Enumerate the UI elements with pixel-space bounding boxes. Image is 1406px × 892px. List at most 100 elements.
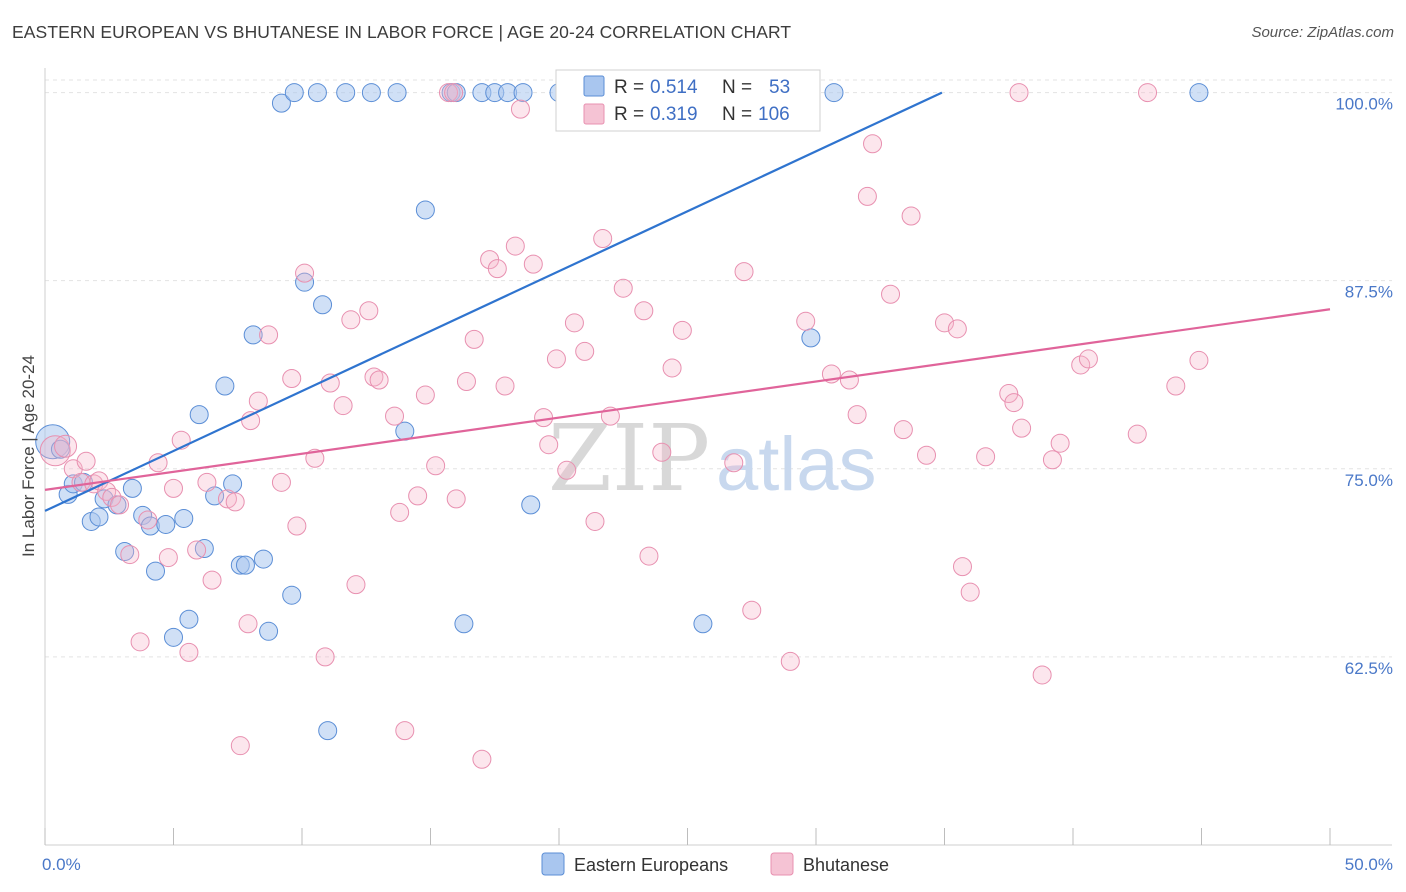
point-bhutanese bbox=[305, 448, 325, 468]
point-bhutanese bbox=[238, 614, 258, 634]
point-bhutanese bbox=[539, 435, 559, 455]
point-bhutanese bbox=[1009, 83, 1029, 103]
point-bhutanese bbox=[639, 546, 659, 566]
point-bhutanese bbox=[333, 396, 353, 416]
point-bhutanese bbox=[557, 460, 577, 480]
point-bhutanese bbox=[1050, 433, 1070, 453]
point-bhutanese bbox=[197, 472, 217, 492]
point-bhutanese bbox=[863, 134, 883, 154]
point-eastern-european bbox=[313, 295, 333, 315]
point-bhutanese bbox=[1071, 355, 1091, 375]
bottom-legend: Eastern Europeans Bhutanese bbox=[541, 852, 889, 876]
y-tick-label: 87.5% bbox=[1345, 283, 1393, 302]
legend-n-value-pink: 106 bbox=[758, 104, 790, 125]
trend-line-bhutanese bbox=[44, 308, 1331, 491]
legend-r-value-blue: 0.514 bbox=[650, 77, 698, 98]
point-bhutanese bbox=[523, 254, 543, 274]
x-tick-label-max: 50.0% bbox=[1345, 855, 1393, 874]
point-bhutanese bbox=[1042, 450, 1062, 470]
point-bhutanese bbox=[839, 370, 859, 390]
point-eastern-european bbox=[253, 549, 273, 569]
point-bhutanese bbox=[952, 557, 972, 577]
point-bhutanese bbox=[935, 313, 954, 333]
point-bhutanese bbox=[217, 489, 237, 509]
point-bhutanese bbox=[346, 575, 366, 595]
point-bhutanese bbox=[76, 451, 96, 471]
point-bhutanese bbox=[202, 570, 222, 590]
point-eastern-european bbox=[146, 561, 166, 581]
point-bhutanese bbox=[359, 301, 379, 321]
legend-r-label-blue: R = bbox=[614, 77, 644, 98]
point-bhutanese bbox=[1189, 350, 1209, 370]
point-eastern-european bbox=[307, 83, 327, 103]
point-bhutanese bbox=[1078, 349, 1098, 369]
point-bhutanese bbox=[947, 319, 967, 339]
point-eastern-european bbox=[194, 539, 214, 559]
point-bhutanese bbox=[225, 492, 245, 512]
point-bhutanese bbox=[510, 99, 530, 119]
trend-lines bbox=[44, 91, 1331, 512]
point-bhutanese bbox=[54, 434, 78, 458]
point-bhutanese bbox=[148, 453, 168, 473]
bottom-legend-swatch-blue bbox=[541, 852, 565, 876]
point-bhutanese bbox=[456, 372, 476, 392]
point-bhutanese bbox=[662, 358, 682, 378]
point-bhutanese bbox=[426, 456, 446, 476]
legend-n-value-blue: 53 bbox=[769, 77, 790, 98]
point-bhutanese bbox=[259, 325, 279, 345]
point-bhutanese bbox=[780, 651, 800, 671]
bottom-legend-label-blue: Eastern Europeans bbox=[574, 855, 728, 875]
point-eastern-european bbox=[801, 328, 821, 348]
legend-swatch-pink bbox=[583, 103, 605, 125]
point-eastern-european bbox=[824, 83, 844, 103]
point-eastern-european bbox=[284, 83, 304, 103]
point-bhutanese bbox=[187, 540, 207, 560]
point-bhutanese bbox=[575, 341, 595, 361]
point-eastern-european bbox=[415, 200, 435, 220]
point-eastern-european bbox=[282, 585, 302, 605]
point-bhutanese bbox=[282, 368, 302, 388]
x-tick-label-min: 0.0% bbox=[42, 855, 81, 874]
point-bhutanese bbox=[120, 545, 140, 565]
point-bhutanese bbox=[390, 502, 410, 522]
point-bhutanese bbox=[652, 442, 672, 462]
point-bhutanese bbox=[1127, 424, 1147, 444]
legend-swatch-blue bbox=[583, 75, 605, 97]
point-eastern-european bbox=[164, 627, 183, 647]
watermark-zip: ZIP bbox=[548, 405, 710, 512]
point-eastern-european bbox=[521, 495, 541, 515]
y-tick-label: 100.0% bbox=[1335, 95, 1393, 114]
point-bhutanese bbox=[315, 647, 335, 667]
point-bhutanese bbox=[130, 632, 150, 652]
point-eastern-european bbox=[50, 439, 70, 459]
point-bhutanese bbox=[408, 486, 428, 506]
point-bhutanese bbox=[364, 367, 384, 387]
point-bhutanese bbox=[487, 259, 507, 279]
point-eastern-european bbox=[243, 325, 263, 345]
point-bhutanese bbox=[385, 406, 405, 426]
point-bhutanese bbox=[395, 721, 415, 741]
point-eastern-european bbox=[387, 83, 407, 103]
bottom-legend-swatch-pink bbox=[770, 852, 794, 876]
point-bhutanese bbox=[613, 278, 633, 298]
point-bhutanese bbox=[1166, 376, 1186, 396]
point-bhutanese bbox=[724, 453, 744, 473]
point-bhutanese bbox=[672, 320, 692, 340]
y-tick-labels: 62.5% 75.0% 87.5% 100.0% bbox=[1335, 95, 1393, 678]
point-eastern-european bbox=[454, 614, 474, 634]
point-bhutanese bbox=[110, 495, 130, 515]
point-bhutanese bbox=[164, 478, 183, 498]
point-bhutanese bbox=[446, 489, 466, 509]
point-bhutanese bbox=[138, 510, 158, 530]
point-eastern-european bbox=[1189, 83, 1209, 103]
legend-box: R = 0.514 N = 53 R = 0.319 N = 106 bbox=[555, 69, 821, 132]
point-bhutanese bbox=[1032, 665, 1052, 685]
point-bhutanese bbox=[585, 511, 605, 531]
legend-r-label-pink: R = bbox=[614, 104, 644, 125]
point-bhutanese bbox=[734, 262, 754, 282]
point-eastern-european bbox=[156, 514, 176, 534]
point-eastern-european bbox=[174, 508, 194, 528]
point-bhutanese bbox=[415, 385, 435, 405]
point-bhutanese bbox=[881, 284, 901, 304]
